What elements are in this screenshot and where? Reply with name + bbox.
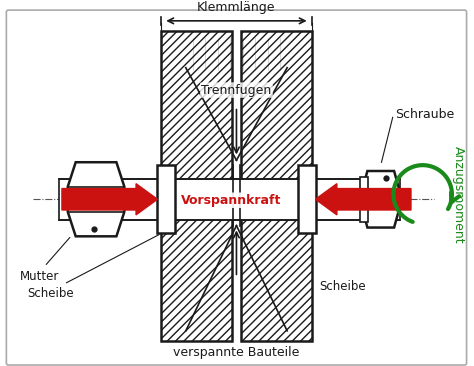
Bar — [59, 179, 400, 220]
Text: Scheibe: Scheibe — [27, 287, 73, 300]
Bar — [156, 165, 175, 234]
Polygon shape — [68, 162, 124, 236]
Bar — [241, 31, 311, 341]
Text: Schraube: Schraube — [395, 108, 455, 121]
Bar — [298, 165, 317, 234]
Polygon shape — [362, 171, 399, 228]
Bar — [161, 31, 232, 341]
Text: Mutter: Mutter — [20, 270, 59, 283]
FancyArrow shape — [62, 184, 157, 215]
Text: Anzugsmoment: Anzugsmoment — [452, 146, 465, 243]
Bar — [360, 177, 368, 222]
Text: Klemmlänge: Klemmlänge — [197, 1, 276, 14]
FancyBboxPatch shape — [6, 10, 466, 365]
Text: verspannte Bauteile: verspannte Bauteile — [173, 346, 300, 359]
FancyArrow shape — [315, 184, 411, 215]
Text: Vorspannkraft: Vorspannkraft — [182, 194, 282, 207]
Text: Trennfugen: Trennfugen — [201, 83, 272, 97]
Text: Scheibe: Scheibe — [319, 280, 366, 293]
